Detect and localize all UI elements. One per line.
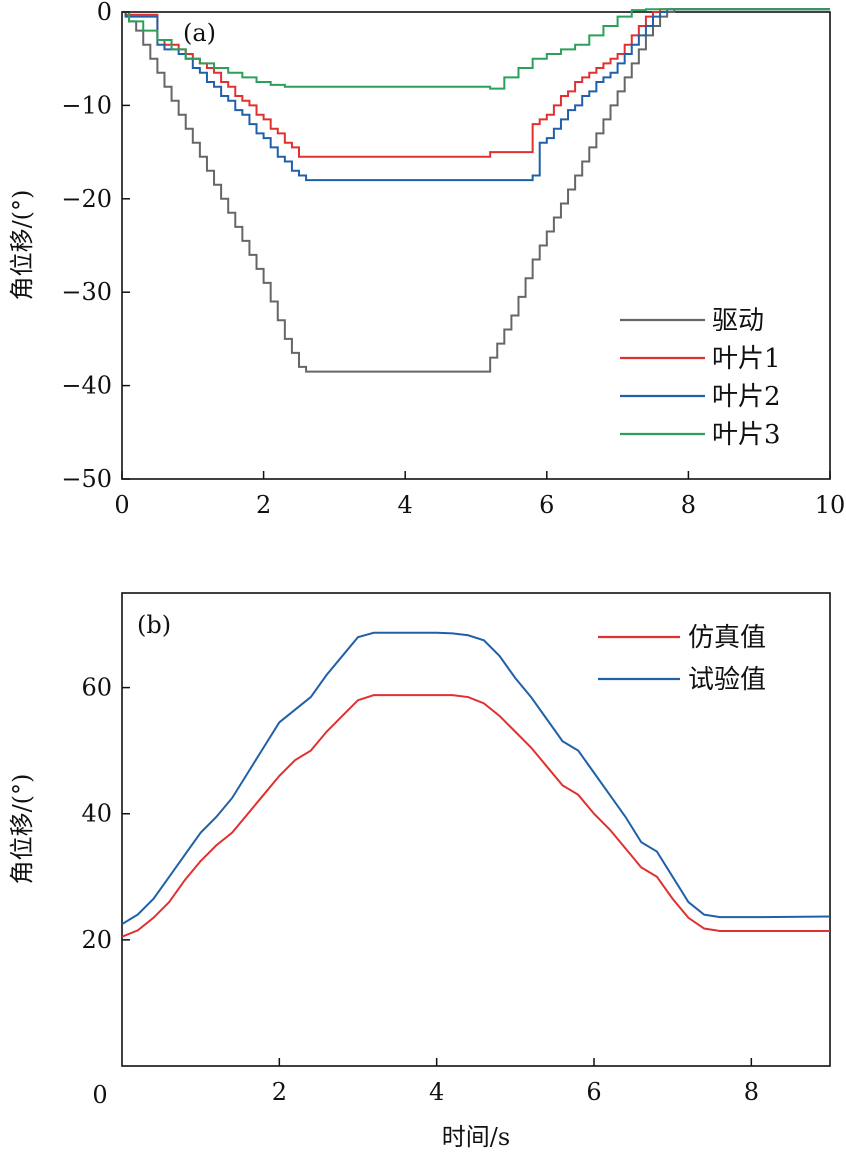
- x-tick-label-a: 0: [114, 491, 129, 519]
- y-tick-label-a: −40: [61, 372, 112, 400]
- y-tick-label-b: 40: [81, 800, 112, 828]
- series-line-a-2: [122, 8, 830, 182]
- x-origin-label-b: 0: [92, 1081, 107, 1109]
- series-group-b: [121, 631, 831, 938]
- panel-label-a: (a): [183, 19, 216, 47]
- series-line-a-3: [122, 8, 830, 90]
- panel-label-b: (b): [137, 611, 171, 639]
- x-ticks-a: 0 2 4 6 8 10: [114, 471, 845, 519]
- x-tick-label-a: 6: [539, 491, 554, 519]
- legend-label-a-3: 叶片3: [712, 420, 781, 450]
- x-tick-label-b: 4: [429, 1078, 444, 1106]
- legend-label-a-0: 驱动: [712, 306, 764, 336]
- plot-frame-a: [121, 11, 831, 480]
- x-tick-label-b: 2: [272, 1078, 287, 1106]
- y-tick-label-a: −50: [61, 465, 112, 493]
- y-tick-label-a: 0: [97, 0, 112, 26]
- y-tick-label-b: 60: [81, 674, 112, 702]
- y-tick-label-a: −30: [61, 278, 112, 306]
- y-tick-label-b: 20: [81, 926, 112, 954]
- x-tick-label-b: 6: [586, 1078, 601, 1106]
- x-tick-label-a: 4: [398, 491, 413, 519]
- chart-panel-a: 0 2 4 6 8 10 0 −10 −20 −30 −40 −50 (a) 角位移/(°) 驱动叶…: [8, 0, 845, 519]
- x-tick-label-a: 8: [681, 491, 696, 519]
- x-ticks-b: 2 4 6 8: [272, 1058, 759, 1106]
- series-line-a-0: [122, 8, 830, 373]
- x-axis-label-b: 时间/s: [442, 1123, 510, 1151]
- legend-label-b-1: 试验值: [688, 665, 766, 695]
- y-ticks-b: 20 40 60: [81, 674, 130, 954]
- series-line-b-1: [121, 631, 831, 925]
- y-tick-label-a: −20: [61, 185, 112, 213]
- x-tick-label-a: 2: [256, 491, 271, 519]
- x-tick-label-a: 10: [815, 491, 846, 519]
- series-line-a-1: [122, 8, 830, 158]
- legend-label-a-2: 叶片2: [712, 382, 781, 412]
- y-tick-label-a: −10: [61, 91, 112, 119]
- y-ticks-a: 0 −10 −20 −30 −40 −50: [61, 0, 130, 493]
- x-tick-label-b: 8: [744, 1078, 759, 1106]
- legend-label-b-0: 仿真值: [688, 623, 766, 653]
- series-line-b-0: [121, 694, 830, 938]
- plot-frame-b: [121, 592, 831, 1067]
- legend-label-a-1: 叶片1: [712, 344, 781, 374]
- y-axis-label-a: 角位移/(°): [8, 190, 36, 301]
- series-group-a: [122, 8, 830, 373]
- y-axis-label-b: 角位移/(°): [8, 774, 36, 885]
